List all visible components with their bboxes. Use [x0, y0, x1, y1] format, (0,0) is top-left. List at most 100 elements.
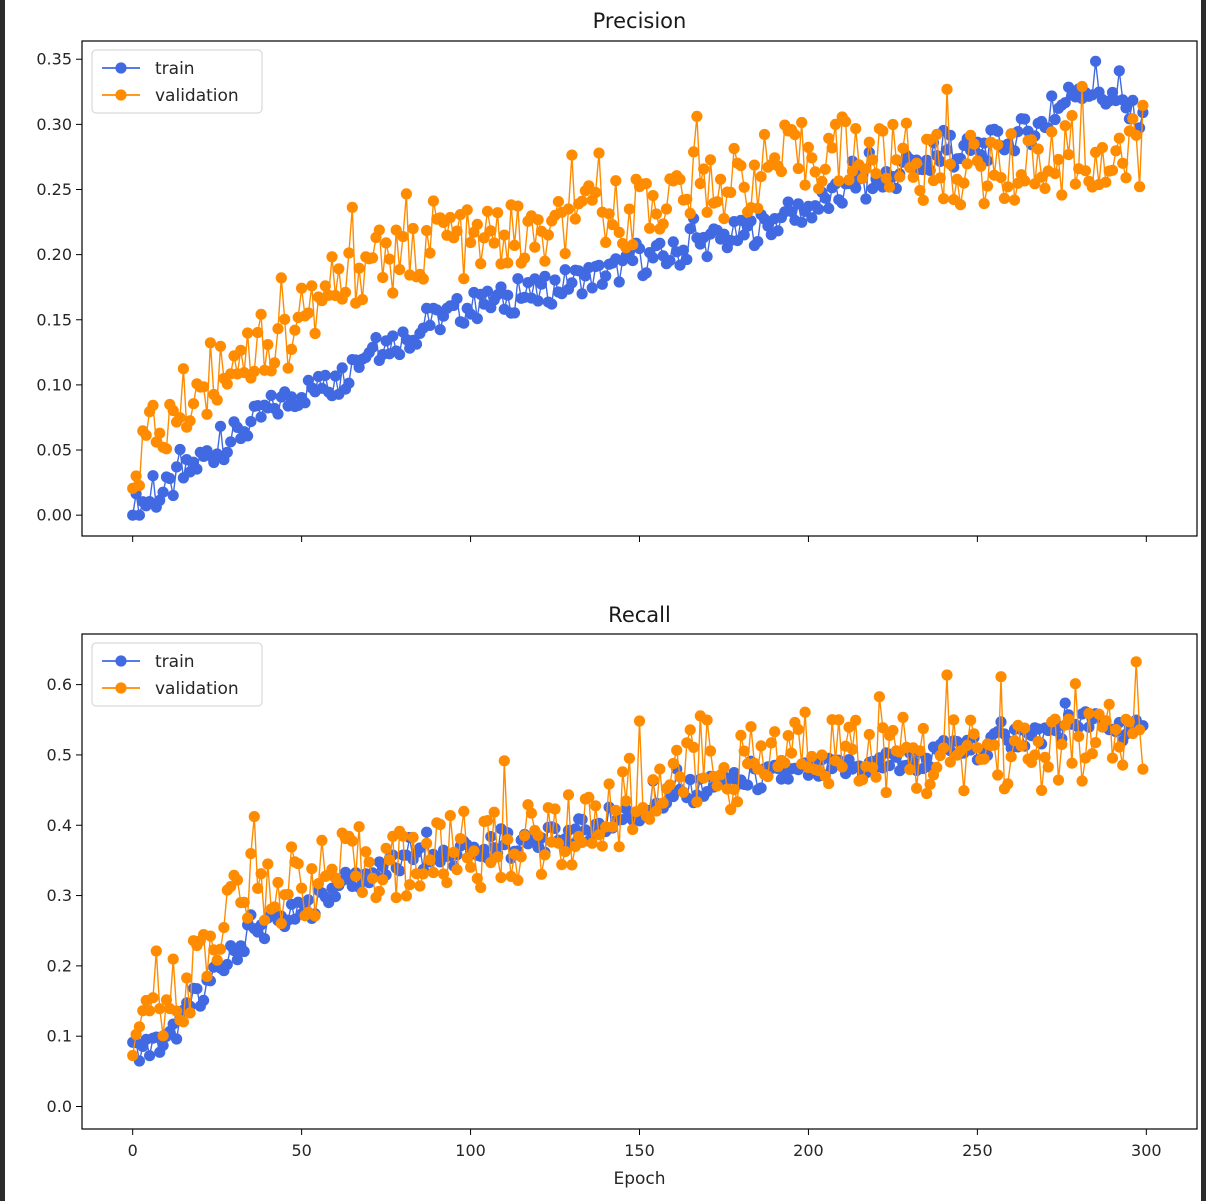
chart1-series-validation-point: [154, 1003, 166, 1015]
chart0-series-train-point: [586, 282, 598, 294]
chart0-series-validation-point: [961, 158, 973, 170]
chart1-series-validation-point: [921, 787, 933, 800]
chart1-xtick-label: 200: [793, 1141, 824, 1160]
chart0-series-train-point: [532, 295, 544, 307]
chart0-series-validation-point: [1002, 181, 1014, 193]
chart1-series-validation-point: [684, 724, 696, 736]
chart0-series-train-point: [823, 202, 835, 214]
chart0-series-validation-point: [252, 326, 264, 339]
chart1-ytick-label: 0.3: [47, 886, 72, 905]
chart1-series-validation-point: [738, 745, 750, 757]
chart0-series-validation-point: [958, 177, 970, 189]
chart1-series-validation-point: [613, 841, 625, 853]
chart1-series-validation-point: [562, 789, 575, 801]
chart0-series-validation-point: [894, 171, 906, 183]
chart1-series-validation-point: [147, 992, 159, 1004]
chart1-series-validation-point: [650, 805, 663, 817]
chart1-series-train-point: [231, 954, 243, 966]
chart0-series-validation-point: [478, 232, 490, 244]
chart0-series-train-point: [785, 206, 798, 218]
chart0-series-train-point: [285, 391, 298, 403]
chart0-series-train-point: [806, 212, 818, 224]
chart0-series-validation-point: [1063, 149, 1075, 161]
chart1-series-train-point: [144, 1050, 156, 1062]
chart1-series-validation-point: [924, 778, 936, 791]
chart1-series-validation-point: [765, 737, 777, 749]
chart1-series-validation-point: [204, 930, 216, 942]
chart0-series-validation-point: [353, 262, 365, 274]
chart0-series-validation-point: [623, 203, 636, 215]
chart1-series-validation-point: [238, 896, 250, 909]
chart1-series-validation-point: [941, 669, 953, 681]
chart0-series-validation-point: [400, 188, 412, 200]
chart0-series-train-point: [245, 416, 257, 428]
chart0-legend-marker-validation: [115, 89, 127, 101]
chart1-series-validation-point: [214, 943, 227, 955]
chart0-series-validation-point: [796, 116, 808, 129]
chart0-series-validation-point: [421, 225, 433, 237]
chart0-series-validation-point: [978, 198, 990, 210]
chart0-series-validation-point: [931, 128, 943, 140]
chart1-series-validation-point: [917, 722, 929, 735]
chart0-series-validation-point: [718, 213, 730, 225]
chart1-series-validation-point: [552, 837, 565, 849]
chart0-series-validation-point: [417, 273, 429, 285]
chart0-series-validation-point: [529, 241, 541, 253]
chart1-series-validation-point: [1090, 737, 1102, 749]
chart0-series-train-point: [850, 182, 862, 194]
chart0-series-validation-point: [880, 172, 892, 184]
chart0-series-train-point: [627, 255, 639, 267]
chart0-series-validation-point: [1025, 134, 1037, 146]
chart0-series-train-point: [410, 338, 423, 350]
chart1-series-validation-point: [718, 762, 730, 774]
chart1-series-validation-point: [856, 774, 869, 786]
chart1-series-validation-point: [897, 711, 909, 724]
chart1-series-validation-point: [1005, 751, 1017, 763]
chart0-series-validation-point: [600, 236, 612, 248]
chart1-series-validation-point: [873, 691, 886, 703]
chart0-series-validation-point: [965, 129, 977, 141]
chart0-series-validation-point: [346, 201, 358, 213]
chart1-series-validation-point: [762, 770, 774, 783]
chart0-series-validation-point: [235, 344, 247, 356]
chart0-series-validation-point: [1039, 182, 1051, 194]
chart1-series-train-point: [302, 894, 314, 906]
chart0-series-validation-point: [816, 175, 828, 187]
chart0-ytick-label: 0.00: [36, 506, 72, 525]
chart0-series-validation-point: [1049, 168, 1061, 180]
chart1-series-validation-point: [880, 786, 892, 799]
chart1-series-validation-point: [1103, 698, 1115, 710]
chart0-series-validation-point: [296, 282, 308, 294]
chart0-series-train-point: [225, 436, 237, 448]
chart0-series-validation-point: [704, 154, 717, 166]
chart1-series-validation-point: [911, 782, 923, 794]
chart1-series-validation-point: [728, 783, 740, 796]
chart1-ytick-label: 0.1: [47, 1027, 72, 1046]
chart1-series-validation-point: [184, 1007, 196, 1019]
chart1-series-validation-point: [1052, 774, 1065, 786]
chart0-series-validation-point: [1106, 164, 1119, 176]
chart1-series-validation-point: [1002, 778, 1014, 790]
chart1-series-train-point: [883, 760, 896, 772]
chart1-series-validation-point: [586, 837, 598, 849]
chart1-legend-marker-validation: [115, 682, 127, 694]
chart0-series-validation-point: [198, 381, 210, 393]
chart0-series-train-point: [255, 411, 267, 423]
chart0-series-train-point: [593, 259, 605, 271]
chart1-series-validation-point: [292, 858, 304, 870]
chart1-series-validation-point: [421, 837, 433, 849]
chart1-series-train-point: [329, 891, 341, 903]
chart1-series-validation-point: [1117, 759, 1129, 771]
chart1-series-train-point: [951, 736, 963, 748]
chart0-series-validation-point: [968, 138, 980, 150]
chart0-series-validation-point: [512, 200, 524, 212]
chart0-series-train-point: [613, 276, 625, 288]
chart1-series-validation-point: [150, 945, 162, 957]
chart0-series-validation-point: [850, 123, 862, 135]
chart1-series-validation-point: [532, 829, 544, 842]
chart0-series-train-point: [1127, 94, 1139, 106]
chart1-series-validation-point: [488, 806, 500, 818]
chart1-series-validation-point: [346, 835, 358, 847]
chart0-series-validation-point: [539, 255, 551, 267]
chart0-series-validation-point: [262, 339, 274, 351]
